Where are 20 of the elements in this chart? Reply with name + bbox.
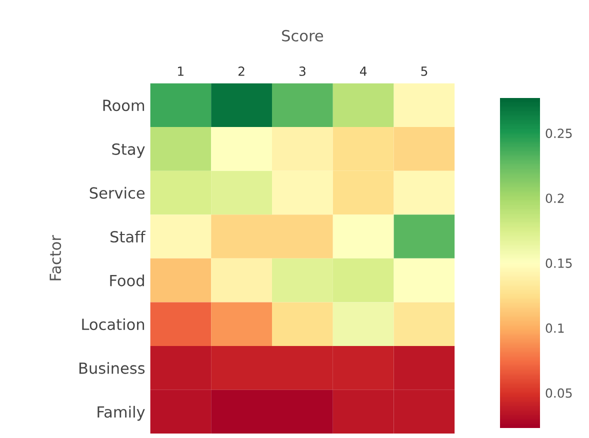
y-tick-label: Staff xyxy=(110,230,146,243)
y-tick-label: Stay xyxy=(112,143,145,158)
y-tick-label: Business xyxy=(79,362,145,374)
y-tick-label: Food xyxy=(110,274,144,286)
x-tick-label: 4 xyxy=(360,66,367,76)
x-tick-label: 2 xyxy=(238,66,244,76)
y-axis-title: Factor xyxy=(50,235,62,280)
y-tick-label: Service xyxy=(90,186,145,199)
x-axis-title: Score xyxy=(282,30,324,42)
x-tick-label: 1 xyxy=(178,66,184,76)
y-tick-label: Room xyxy=(103,100,144,112)
x-tick-label: 3 xyxy=(299,66,306,76)
color-bar-label: 0.25 xyxy=(546,128,572,138)
color-bar-label: 0.05 xyxy=(546,388,572,398)
color-bar-label: 0.1 xyxy=(546,323,564,333)
y-tick-label: Location xyxy=(82,318,144,330)
x-tick-label: 5 xyxy=(421,66,428,76)
color-bar-label: 0.2 xyxy=(546,194,564,204)
y-tick-label: Family xyxy=(98,406,145,421)
color-bar-label: 0.15 xyxy=(546,258,572,268)
